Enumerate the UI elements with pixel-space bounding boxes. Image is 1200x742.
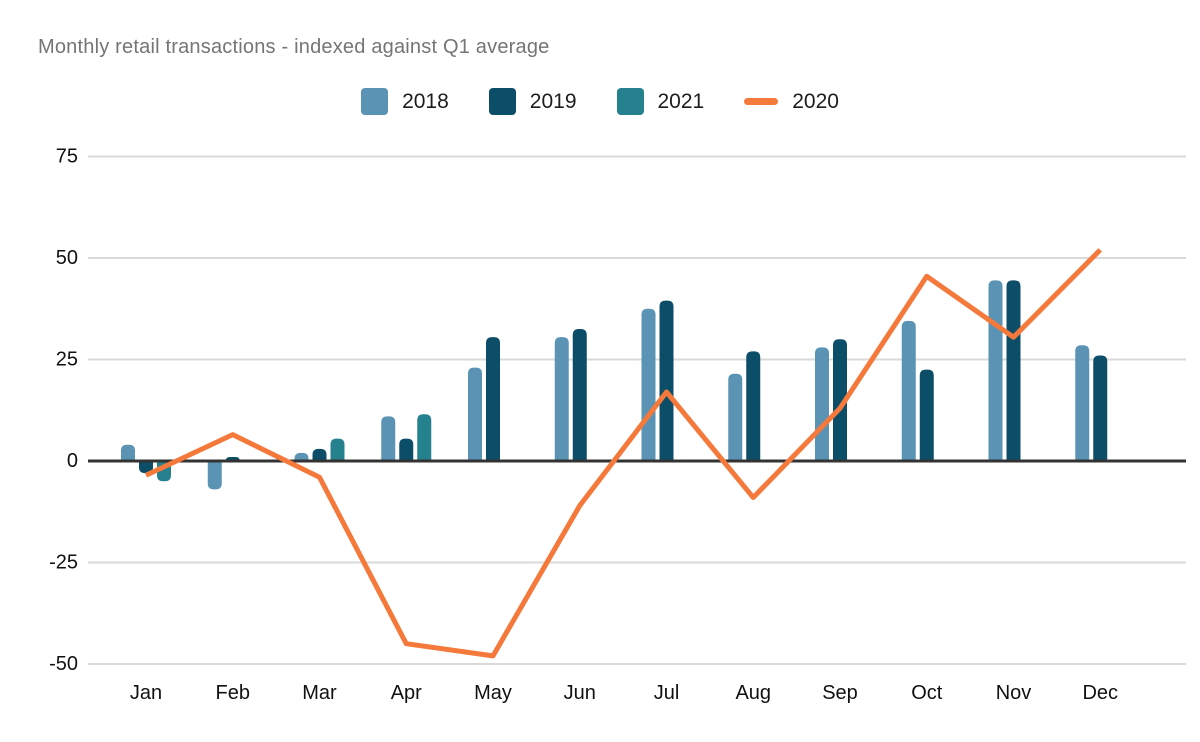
bar-2019-Sep [833, 339, 847, 461]
x-tick-label-Jun: Jun [564, 682, 596, 704]
y-tick-label--25: -25 [49, 552, 78, 574]
bar-2018-Nov [988, 280, 1003, 461]
x-tick-label-Mar: Mar [302, 682, 337, 704]
bar-2019-Oct [919, 369, 934, 461]
x-tick-label-Apr: Apr [391, 682, 422, 704]
bar-2019-Mar [312, 448, 327, 461]
bar-2018-Feb [207, 461, 222, 490]
bar-2018-Aug [728, 373, 743, 461]
bar-2019-Aug [746, 351, 761, 461]
legend-item-2018[interactable]: 2018 [361, 88, 449, 115]
y-tick-label--50: -50 [49, 653, 78, 675]
bar-2018-Jan [121, 444, 135, 461]
legend-item-2020[interactable]: 2020 [744, 90, 839, 114]
y-tick-label-75: 75 [56, 146, 78, 168]
bar-2019-Nov [1006, 280, 1021, 461]
chart-legend: 2018 2019 2021 2020 [0, 88, 1200, 115]
bar-2019-Jun [572, 329, 587, 461]
bar-2019-Jul [659, 300, 674, 461]
bar-2019-Apr [399, 438, 414, 461]
bar-2018-Jun [554, 337, 569, 461]
x-tick-label-Dec: Dec [1082, 682, 1118, 704]
legend-label-2021: 2021 [657, 89, 705, 113]
bar-2018-Sep [815, 347, 829, 461]
legend-swatch-2020 [744, 98, 779, 105]
bar-2018-Oct [901, 320, 916, 461]
bar-2018-Apr [381, 416, 396, 461]
bar-2019-May [486, 337, 500, 461]
legend-label-2020: 2020 [792, 89, 839, 113]
bar-2018-Dec [1075, 345, 1090, 461]
legend-item-2019[interactable]: 2019 [488, 88, 577, 115]
chart-title: Monthly retail transactions - indexed ag… [38, 36, 550, 58]
bar-2019-Dec [1093, 355, 1108, 461]
y-tick-label-50: 50 [56, 247, 78, 269]
bar-2021-Mar [330, 438, 345, 461]
legend-swatch-2019 [488, 88, 516, 115]
bar-2018-May [468, 367, 482, 461]
bar-2018-Mar [294, 452, 309, 461]
legend-swatch-2021 [616, 88, 644, 115]
x-tick-label-Aug: Aug [735, 682, 771, 704]
series-line-2020 [144, 248, 1103, 659]
y-tick-label-0: 0 [67, 450, 78, 472]
x-tick-label-Nov: Nov [996, 682, 1032, 704]
x-tick-label-Feb: Feb [216, 682, 250, 704]
legend-item-2021[interactable]: 2021 [616, 88, 705, 115]
x-tick-label-Jul: Jul [654, 682, 680, 704]
bar-2019-Jan [139, 461, 153, 474]
legend-swatch-2018 [361, 88, 389, 115]
legend-label-2018: 2018 [402, 89, 449, 113]
x-tick-label-Oct: Oct [911, 682, 943, 704]
x-tick-label-May: May [474, 682, 512, 704]
bar-2018-Jul [641, 308, 656, 461]
bar-2021-Apr [417, 414, 432, 461]
legend-label-2019: 2019 [529, 89, 577, 113]
x-tick-label-Jan: Jan [130, 682, 162, 704]
x-tick-label-Sep: Sep [822, 682, 858, 704]
y-tick-label-25: 25 [56, 349, 78, 371]
